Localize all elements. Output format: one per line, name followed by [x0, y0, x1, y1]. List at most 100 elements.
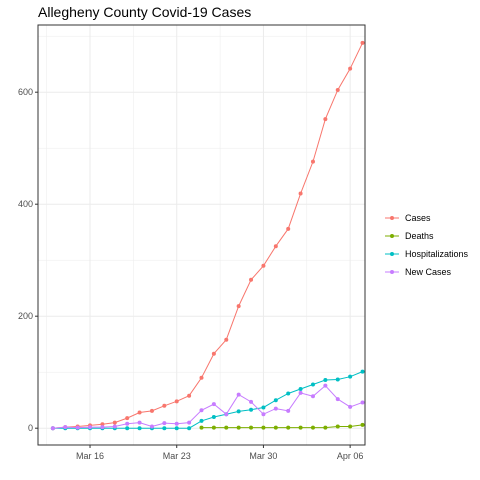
data-point — [224, 337, 229, 342]
data-point — [286, 425, 291, 430]
grid — [38, 25, 365, 445]
data-point — [335, 377, 340, 382]
data-point — [224, 425, 229, 430]
data-point — [162, 421, 167, 426]
data-point — [211, 415, 216, 419]
data-point — [125, 426, 130, 431]
data-point — [261, 425, 266, 430]
series-hospitalizations — [50, 369, 365, 431]
series-line — [52, 371, 363, 429]
data-point — [162, 403, 167, 408]
series-deaths — [199, 422, 365, 430]
data-point — [174, 399, 179, 404]
legend-label: Deaths — [405, 231, 434, 241]
data-point — [310, 159, 315, 164]
legend-label: New Cases — [405, 267, 452, 277]
x-tick-label: Mar 23 — [163, 451, 191, 461]
data-point — [88, 425, 93, 430]
data-point — [211, 425, 216, 430]
data-point — [273, 244, 278, 249]
data-point — [174, 426, 179, 431]
data-point — [100, 422, 105, 427]
data-point — [100, 425, 105, 430]
data-point — [261, 263, 266, 268]
data-point — [249, 425, 254, 430]
x-tick-label: Mar 16 — [76, 451, 104, 461]
data-point — [112, 424, 117, 429]
data-point — [273, 406, 278, 411]
data-point — [249, 407, 254, 412]
y-tick-label: 200 — [18, 311, 33, 321]
axes: Mar 16 Mar 23 Mar 30 Apr 06 0 200 400 600 — [18, 87, 363, 461]
data-point — [236, 392, 241, 397]
series-new-cases — [50, 383, 365, 431]
data-point — [249, 277, 254, 282]
legend-item: Hospitalizations — [385, 249, 469, 259]
data-point — [360, 369, 365, 374]
data-point — [348, 374, 353, 379]
data-point — [112, 420, 117, 425]
data-point — [187, 426, 192, 431]
data-point — [236, 409, 241, 414]
data-point — [348, 404, 353, 409]
series-line — [52, 42, 363, 429]
legend: Cases Deaths Hospitalizations New Cases — [385, 213, 469, 277]
data-point — [360, 400, 365, 405]
data-point — [211, 351, 216, 356]
data-point — [310, 425, 315, 430]
data-point — [149, 408, 154, 413]
data-point — [360, 40, 365, 45]
legend-label: Hospitalizations — [405, 249, 469, 259]
data-point — [298, 425, 303, 430]
data-point — [137, 410, 142, 415]
data-point — [199, 408, 204, 413]
data-point — [187, 420, 192, 425]
data-point — [286, 226, 291, 231]
series-line — [201, 424, 363, 429]
x-tick-label: Apr 06 — [337, 451, 364, 461]
data-point — [199, 418, 204, 423]
data-point — [137, 420, 142, 425]
data-point — [199, 375, 204, 380]
data-point — [187, 393, 192, 398]
data-point — [286, 391, 291, 396]
data-point — [360, 422, 365, 427]
data-point — [125, 421, 130, 426]
data-point — [286, 408, 291, 413]
data-point — [348, 66, 353, 71]
data-point — [63, 425, 68, 430]
data-point — [310, 382, 315, 387]
series-line — [52, 384, 363, 429]
series-layer — [50, 40, 365, 431]
data-point — [50, 426, 55, 431]
data-point — [335, 424, 340, 429]
x-tick-label: Mar 30 — [249, 451, 277, 461]
chart-title: Allegheny County Covid-19 Cases — [38, 4, 251, 20]
data-point — [323, 425, 328, 430]
data-point — [75, 425, 80, 430]
legend-key-point — [390, 234, 394, 238]
series-cases — [50, 40, 365, 431]
data-point — [261, 405, 266, 410]
data-point — [137, 426, 142, 431]
data-point — [236, 425, 241, 430]
data-point — [149, 424, 154, 429]
data-point — [273, 425, 278, 430]
data-point — [310, 394, 315, 399]
legend-key-point — [390, 270, 394, 274]
y-tick-label: 400 — [18, 199, 33, 209]
data-point — [298, 387, 303, 391]
data-point — [199, 425, 204, 430]
y-tick-label: 600 — [18, 87, 33, 97]
data-point — [236, 304, 241, 309]
legend-item: Deaths — [385, 231, 434, 241]
data-point — [323, 117, 328, 122]
data-point — [174, 421, 179, 426]
data-point — [323, 383, 328, 388]
data-point — [348, 424, 353, 429]
legend-key-point — [390, 216, 394, 220]
data-point — [162, 426, 167, 431]
legend-key-point — [390, 252, 394, 256]
